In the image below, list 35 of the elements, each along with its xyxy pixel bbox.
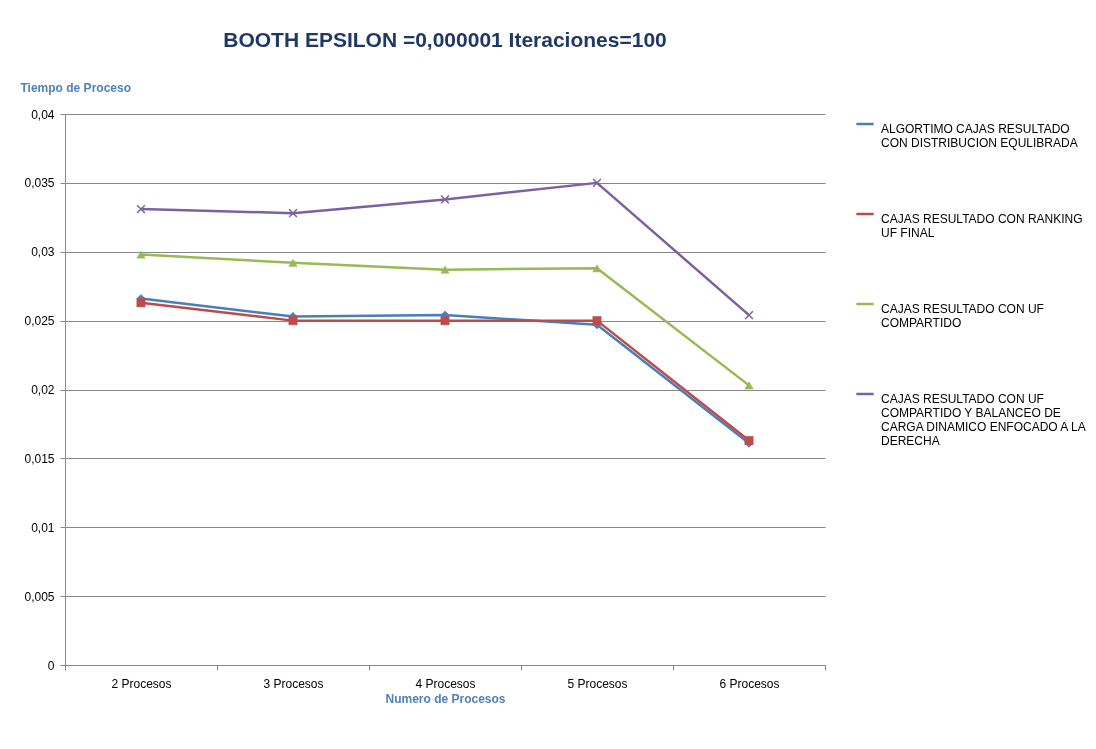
point bbox=[440, 316, 450, 326]
y-tick-label: 0 bbox=[47, 658, 55, 673]
point bbox=[440, 265, 450, 274]
y-tick-label: 0,04 bbox=[31, 107, 55, 122]
y-tick-label: 0,025 bbox=[24, 314, 55, 329]
x-axis-title: Numero de Procesos bbox=[385, 691, 506, 706]
point bbox=[592, 264, 602, 273]
legend-label: CAJAS RESULTADO CON UF COMPARTIDO bbox=[881, 302, 1044, 330]
point bbox=[288, 258, 298, 267]
y-tick-label: 0,02 bbox=[31, 383, 55, 397]
point bbox=[440, 194, 450, 205]
y-tick-label: 0,01 bbox=[31, 520, 55, 535]
y-tick-label: 0,015 bbox=[24, 451, 55, 466]
legend-label: CAJAS RESULTADO CON UF COMPARTIDO Y BALANCEO DE CARGA DINAMICO ENFOCADO A LA DERECHA bbox=[881, 392, 1086, 448]
y-axis-title: Tiempo de Proceso bbox=[20, 80, 131, 95]
point bbox=[288, 208, 298, 218]
y-tick-label: 0,005 bbox=[24, 589, 55, 604]
point bbox=[744, 381, 754, 390]
x-tick-label: 2 Procesos bbox=[111, 676, 172, 691]
x-tick-label: 3 Procesos bbox=[263, 676, 324, 691]
point bbox=[592, 316, 602, 326]
x-tick-label: 4 Procesos bbox=[415, 676, 476, 691]
point bbox=[592, 178, 602, 188]
y-tick-label: 0,03 bbox=[31, 245, 55, 260]
point bbox=[136, 298, 146, 308]
chart-title: BOOTH EPSILON =0,000001 Iteraciones=100 bbox=[223, 28, 667, 51]
y-tick-label: 0,035 bbox=[24, 176, 55, 191]
x-tick-label: 5 Procesos bbox=[567, 676, 628, 691]
legend-label: ALGORTIMO CAJAS RESULTADO CON DISTRIBUCION EQULIBRADA bbox=[881, 122, 1078, 150]
point bbox=[136, 250, 146, 259]
x-tick-label: 6 Procesos bbox=[719, 676, 780, 691]
legend-label: CAJAS RESULTADO CON RANKING UF FINAL bbox=[881, 212, 1083, 240]
point bbox=[744, 310, 754, 320]
point bbox=[288, 316, 298, 326]
point bbox=[136, 204, 146, 214]
